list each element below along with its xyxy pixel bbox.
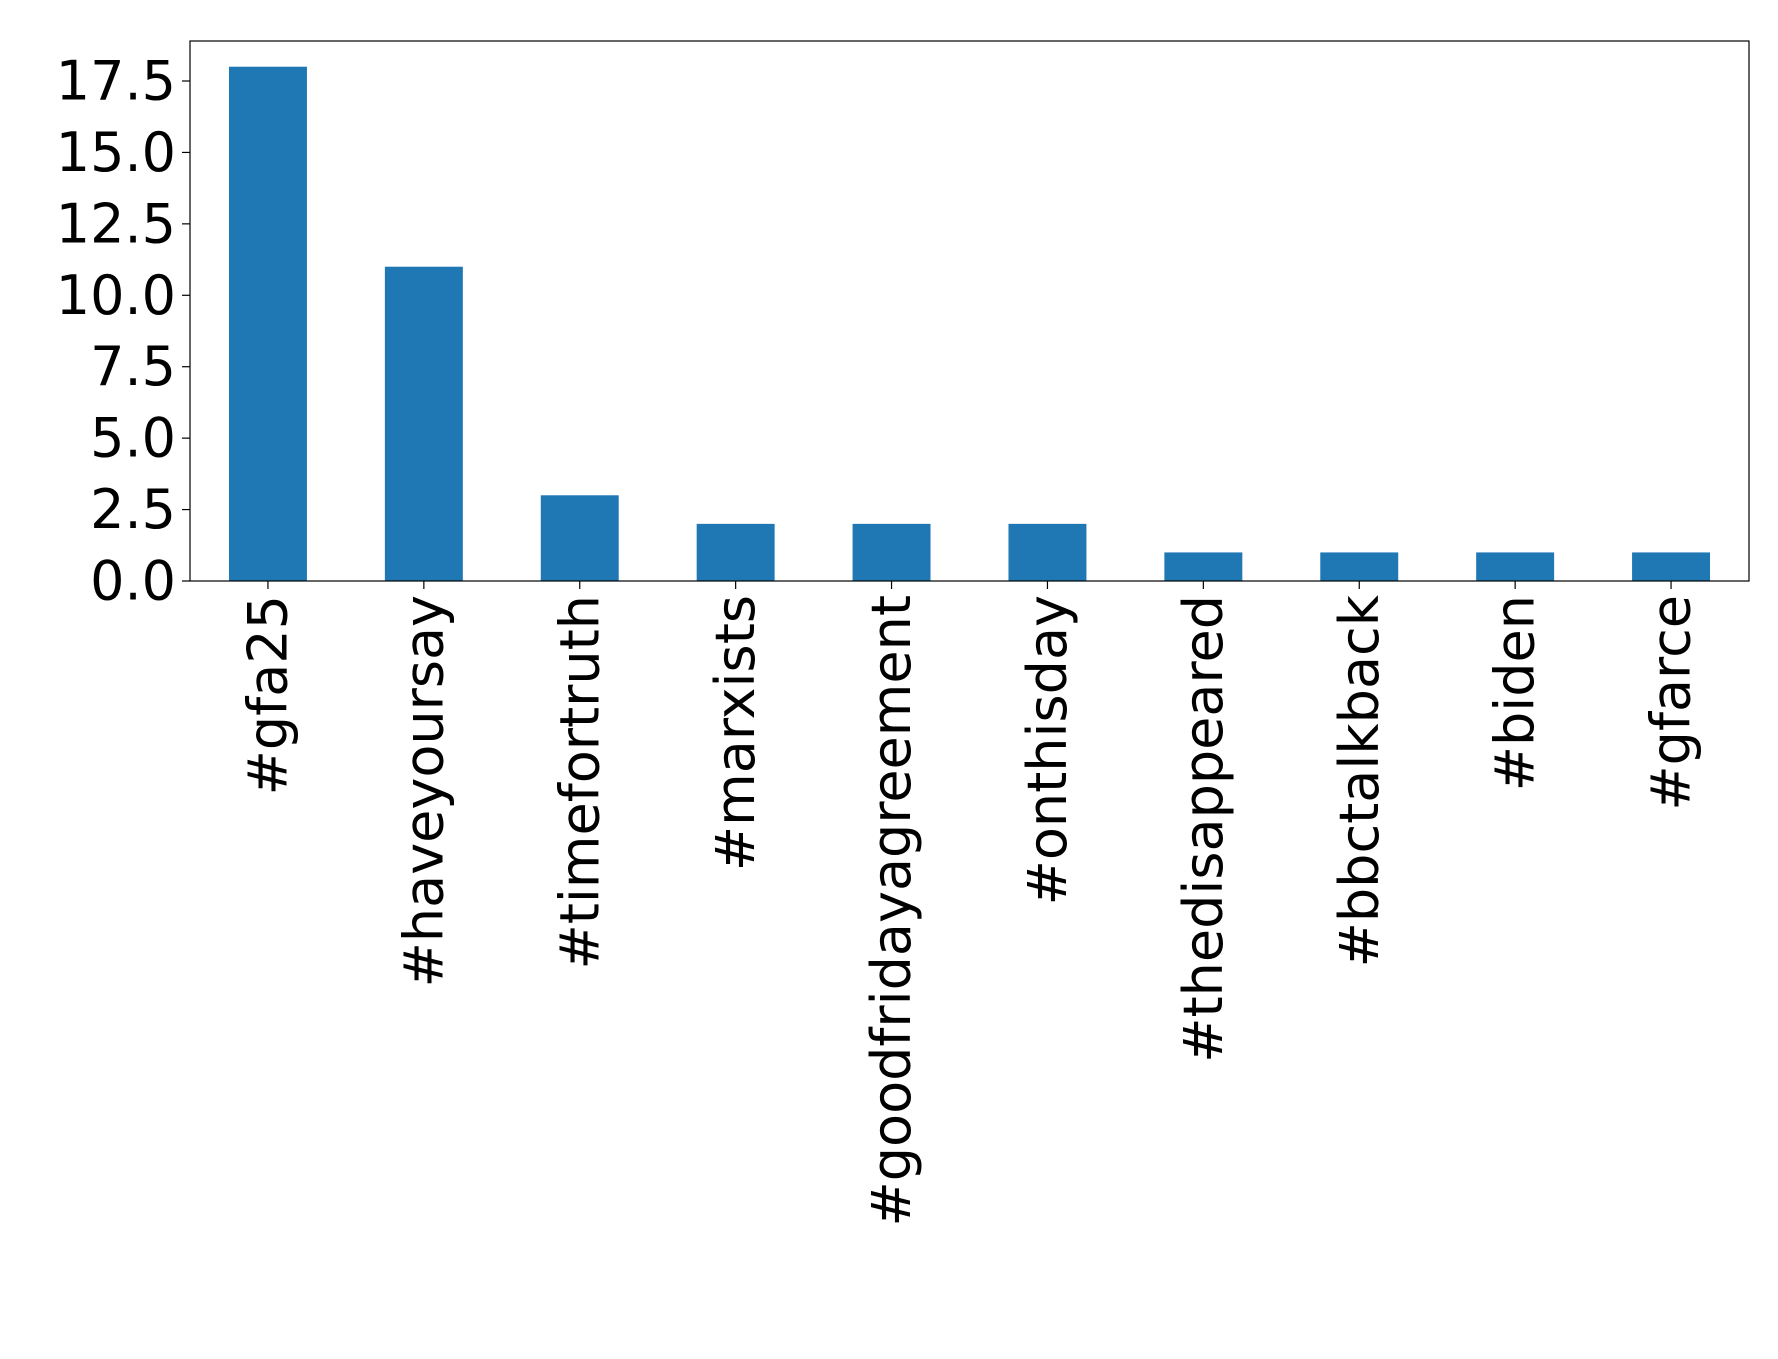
x-tick-label: #thedisappeared xyxy=(1172,595,1235,1063)
y-tick-label: 5.0 xyxy=(90,407,176,470)
bar xyxy=(852,523,931,581)
x-tick-label: #goodfridayagreement xyxy=(860,595,923,1226)
y-tick-label: 2.5 xyxy=(90,478,176,541)
x-tick-label: #gfa25 xyxy=(236,595,299,795)
y-tick-label: 7.5 xyxy=(90,335,176,398)
y-tick-label: 17.5 xyxy=(56,50,176,113)
plot-frame xyxy=(189,40,1750,582)
bar xyxy=(1164,552,1243,581)
y-tick-label: 12.5 xyxy=(56,192,176,255)
x-tick-label: #haveyoursay xyxy=(392,595,455,987)
bar xyxy=(696,523,775,581)
bar xyxy=(540,495,619,581)
x-tick-label: #onthisday xyxy=(1016,595,1079,905)
y-tick-label: 0.0 xyxy=(90,550,176,613)
bar xyxy=(384,266,463,581)
x-tick-label: #marxists xyxy=(704,595,767,871)
bar xyxy=(1008,523,1087,581)
y-tick-label: 15.0 xyxy=(56,121,176,184)
x-tick-label: #timefortruth xyxy=(548,595,611,970)
bar xyxy=(228,66,307,581)
x-tick-label: #biden xyxy=(1484,595,1547,791)
x-tick-label: #bbctalkback xyxy=(1328,594,1391,967)
x-tick-label: #gfarce xyxy=(1640,595,1703,811)
bar xyxy=(1476,552,1555,581)
bar xyxy=(1632,552,1711,581)
y-tick-label: 10.0 xyxy=(56,264,176,327)
bar xyxy=(1320,552,1399,581)
